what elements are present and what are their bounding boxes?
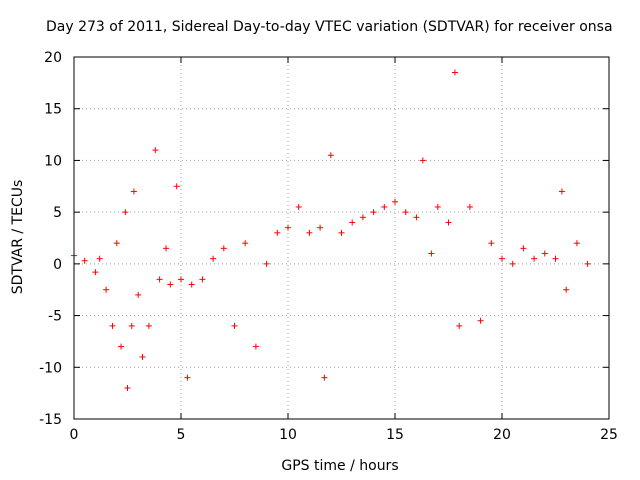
x-tick-label: 10 [279,427,297,443]
data-point [81,257,88,264]
data-point [274,229,281,236]
data-point [295,203,302,210]
chart-title: Day 273 of 2011, Sidereal Day-to-day VTE… [46,19,613,35]
data-point [173,183,180,190]
data-point [531,255,538,262]
data-point [118,343,125,350]
data-point [392,198,398,205]
data-point [156,276,163,283]
data-point [317,224,324,231]
data-point [135,291,142,298]
data-point [466,203,473,210]
data-point [128,322,135,329]
data-point [163,245,170,252]
data-point [451,69,458,76]
data-point [199,276,206,283]
data-point [321,374,328,381]
data-point [370,209,377,216]
data-point [184,374,191,381]
data-point [327,152,334,159]
x-tick-label: 15 [386,427,404,443]
y-tick-label: 0 [53,257,62,273]
y-tick-label: -10 [39,360,62,376]
x-axis-title: GPS time / hours [281,458,398,474]
data-point [113,240,120,247]
data-point [541,250,548,257]
y-tick-label: 20 [44,50,62,66]
data-point [96,255,103,262]
data-point [139,353,146,360]
data-point [381,203,388,210]
axis-ticks [73,56,610,420]
data-point [359,214,366,221]
data-point [509,260,516,267]
data-point [338,229,345,236]
data-point [92,269,99,276]
data-point [499,255,505,262]
data-point [456,322,463,329]
x-tick-label: 5 [177,427,186,443]
data-point [434,203,441,210]
data-point [145,322,152,329]
data-point [558,188,565,195]
data-series [71,69,591,391]
y-tick-label: 15 [44,102,62,118]
data-point [402,209,409,216]
data-point [167,281,174,288]
x-tick-label: 25 [600,427,618,443]
data-point [584,260,591,267]
y-tick-label: 5 [53,205,62,221]
data-point [178,276,184,283]
data-point [103,286,110,293]
data-point [188,281,195,288]
x-tick-label: 0 [70,427,79,443]
data-point [263,260,270,267]
data-point [306,229,313,236]
data-point [252,343,259,350]
data-point [122,209,129,216]
data-point [488,240,495,247]
data-point [231,322,238,329]
y-tick-label: -15 [39,412,62,428]
data-point [563,286,570,293]
x-tick-label: 20 [493,427,511,443]
data-point [573,240,580,247]
data-point [130,188,137,195]
data-point [445,219,452,226]
data-point [109,322,116,329]
data-point [349,219,356,226]
plot-frame [73,56,610,420]
y-axis-title: SDTVAR / TECUs [10,180,26,295]
data-point [210,255,217,262]
data-point [152,147,159,154]
grid [74,57,609,419]
data-point [285,224,291,231]
data-point [413,214,420,221]
tick-labels: 0 5 10 15 20 25 -15 -10 -5 0 5 10 15 20 [39,50,618,443]
data-point [419,157,426,164]
data-point [520,245,527,252]
y-tick-label: 10 [44,153,62,169]
data-point [124,384,131,391]
data-point [552,255,559,262]
data-point [428,250,435,257]
data-point [220,245,227,252]
data-point [477,317,484,324]
data-point [242,240,249,247]
y-tick-label: -5 [48,309,62,325]
